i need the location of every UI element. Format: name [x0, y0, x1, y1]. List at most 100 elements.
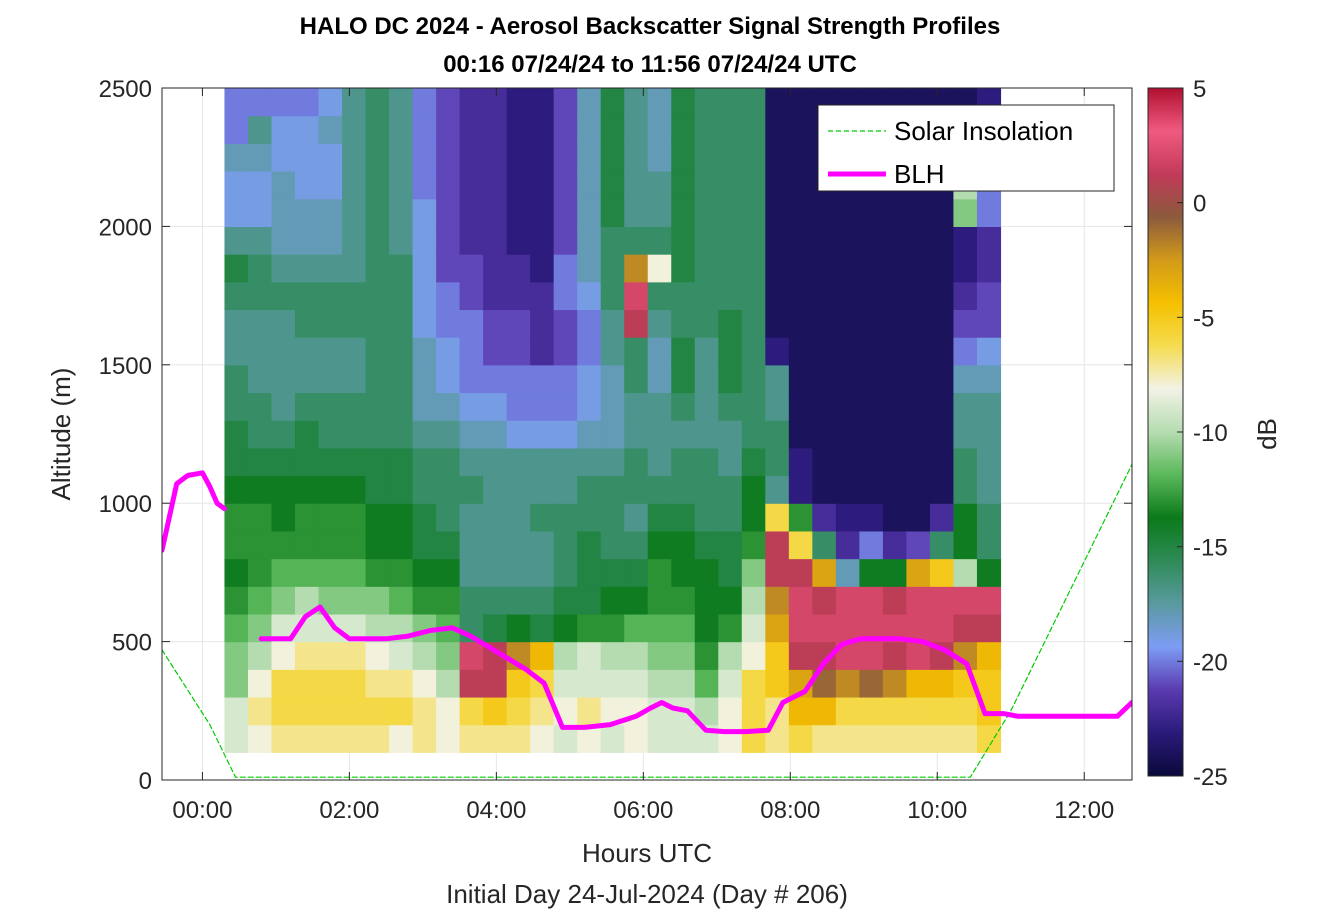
heatmap-cell — [976, 392, 1002, 421]
legend-blh-label: BLH — [894, 159, 945, 189]
heatmap-cell — [694, 558, 719, 587]
heatmap-cell — [530, 254, 555, 283]
heatmap-cell — [671, 143, 696, 172]
heatmap-cell — [553, 613, 578, 643]
heatmap-cell — [436, 475, 461, 504]
heatmap-cell — [224, 641, 249, 670]
heatmap-cell — [882, 392, 908, 421]
heatmap-cell — [295, 309, 320, 338]
heatmap-cell — [741, 586, 766, 615]
heatmap-cell — [835, 364, 860, 394]
legend-solar-label: Solar Insolation — [894, 116, 1073, 146]
heatmap-cell — [600, 475, 625, 504]
heatmap-cell — [859, 503, 884, 532]
heatmap-cell — [953, 586, 978, 615]
heatmap-cell — [671, 586, 696, 615]
heatmap-cell — [459, 724, 484, 753]
heatmap-cell — [459, 254, 484, 283]
heatmap-cell — [459, 586, 484, 615]
heatmap-cell — [718, 88, 743, 117]
plot-frame — [161, 87, 1133, 781]
heatmap-cell — [624, 254, 649, 283]
heatmap-cell — [647, 724, 672, 753]
heatmap-cell — [882, 669, 908, 698]
heatmap-cell — [647, 641, 672, 670]
heatmap-cell — [976, 530, 1002, 560]
heatmap-cell — [788, 198, 813, 227]
heatmap-cell — [976, 475, 1002, 504]
y-tick-label: 1000 — [99, 491, 152, 518]
heatmap-cell — [412, 254, 437, 283]
heatmap-cell — [647, 171, 672, 200]
heatmap-cell — [694, 171, 719, 200]
heatmap-cell — [647, 586, 672, 615]
heatmap-cell — [624, 613, 649, 643]
colorbar-tick-label: -25 — [1193, 764, 1228, 791]
heatmap-cell — [436, 447, 461, 477]
heatmap-cell — [718, 641, 743, 670]
heatmap-cell — [835, 254, 860, 283]
heatmap-cell — [812, 558, 837, 587]
heatmap-cell — [600, 447, 625, 477]
heatmap-cell — [412, 309, 437, 338]
heatmap-cell — [882, 364, 908, 394]
heatmap-cell — [741, 641, 766, 670]
heatmap-cell — [577, 641, 602, 670]
heatmap-cell — [224, 613, 249, 643]
heatmap-cell — [577, 613, 602, 643]
heatmap-cell — [318, 420, 343, 449]
heatmap-cell — [859, 420, 884, 449]
heatmap-cell — [530, 503, 555, 532]
heatmap-cell — [835, 198, 860, 227]
heatmap-cell — [694, 309, 719, 338]
heatmap-cell — [788, 613, 813, 643]
heatmap-cell — [718, 171, 743, 200]
heatmap-cell — [671, 171, 696, 200]
heatmap-cell — [624, 586, 649, 615]
heatmap-cell — [318, 337, 343, 366]
heatmap-cell — [295, 364, 320, 394]
heatmap-cell — [647, 558, 672, 587]
heatmap-cell — [530, 420, 555, 449]
heatmap-cell — [506, 226, 531, 255]
heatmap-cell — [459, 420, 484, 449]
heatmap-cell — [788, 254, 813, 283]
heatmap-cell — [976, 364, 1002, 394]
heatmap-cell — [530, 115, 555, 144]
heatmap-cell — [365, 586, 390, 615]
heatmap-cell — [247, 143, 273, 172]
heatmap-cell — [318, 143, 343, 172]
heatmap-cell — [600, 171, 625, 200]
heatmap-cell — [295, 143, 320, 172]
heatmap-cell — [953, 613, 978, 643]
heatmap-cell — [718, 198, 743, 227]
colorbar-ticks: 5 0 -5 -10 -15 -20 -25 — [1177, 76, 1228, 791]
heatmap-cell — [247, 88, 273, 117]
heatmap-cell — [271, 586, 296, 615]
heatmap-cell — [224, 669, 249, 698]
chart-title: HALO DC 2024 - Aerosol Backscatter Signa… — [300, 13, 1001, 40]
heatmap-cell — [506, 420, 531, 449]
heatmap-cell — [506, 171, 531, 200]
heatmap-cell — [271, 226, 296, 255]
heatmap-cell — [859, 226, 884, 255]
heatmap-cell — [624, 420, 649, 449]
heatmap-cell — [694, 254, 719, 283]
heatmap-cell — [365, 364, 390, 394]
heatmap-cell — [906, 530, 931, 560]
heatmap-cell — [859, 281, 884, 311]
heatmap-cell — [882, 558, 908, 587]
heatmap-cell — [459, 143, 484, 172]
heatmap-cell — [247, 309, 273, 338]
y-tick-label: 1500 — [99, 353, 152, 380]
heatmap-cell — [906, 696, 931, 726]
heatmap-cell — [318, 171, 343, 200]
heatmap-cell — [271, 669, 296, 698]
heatmap-cell — [694, 475, 719, 504]
heatmap-cell — [436, 115, 461, 144]
heatmap-cell — [295, 198, 320, 227]
heatmap-cell — [530, 724, 555, 753]
heatmap-cell — [741, 669, 766, 698]
heatmap-cell — [647, 364, 672, 394]
heatmap-cell — [247, 420, 273, 449]
